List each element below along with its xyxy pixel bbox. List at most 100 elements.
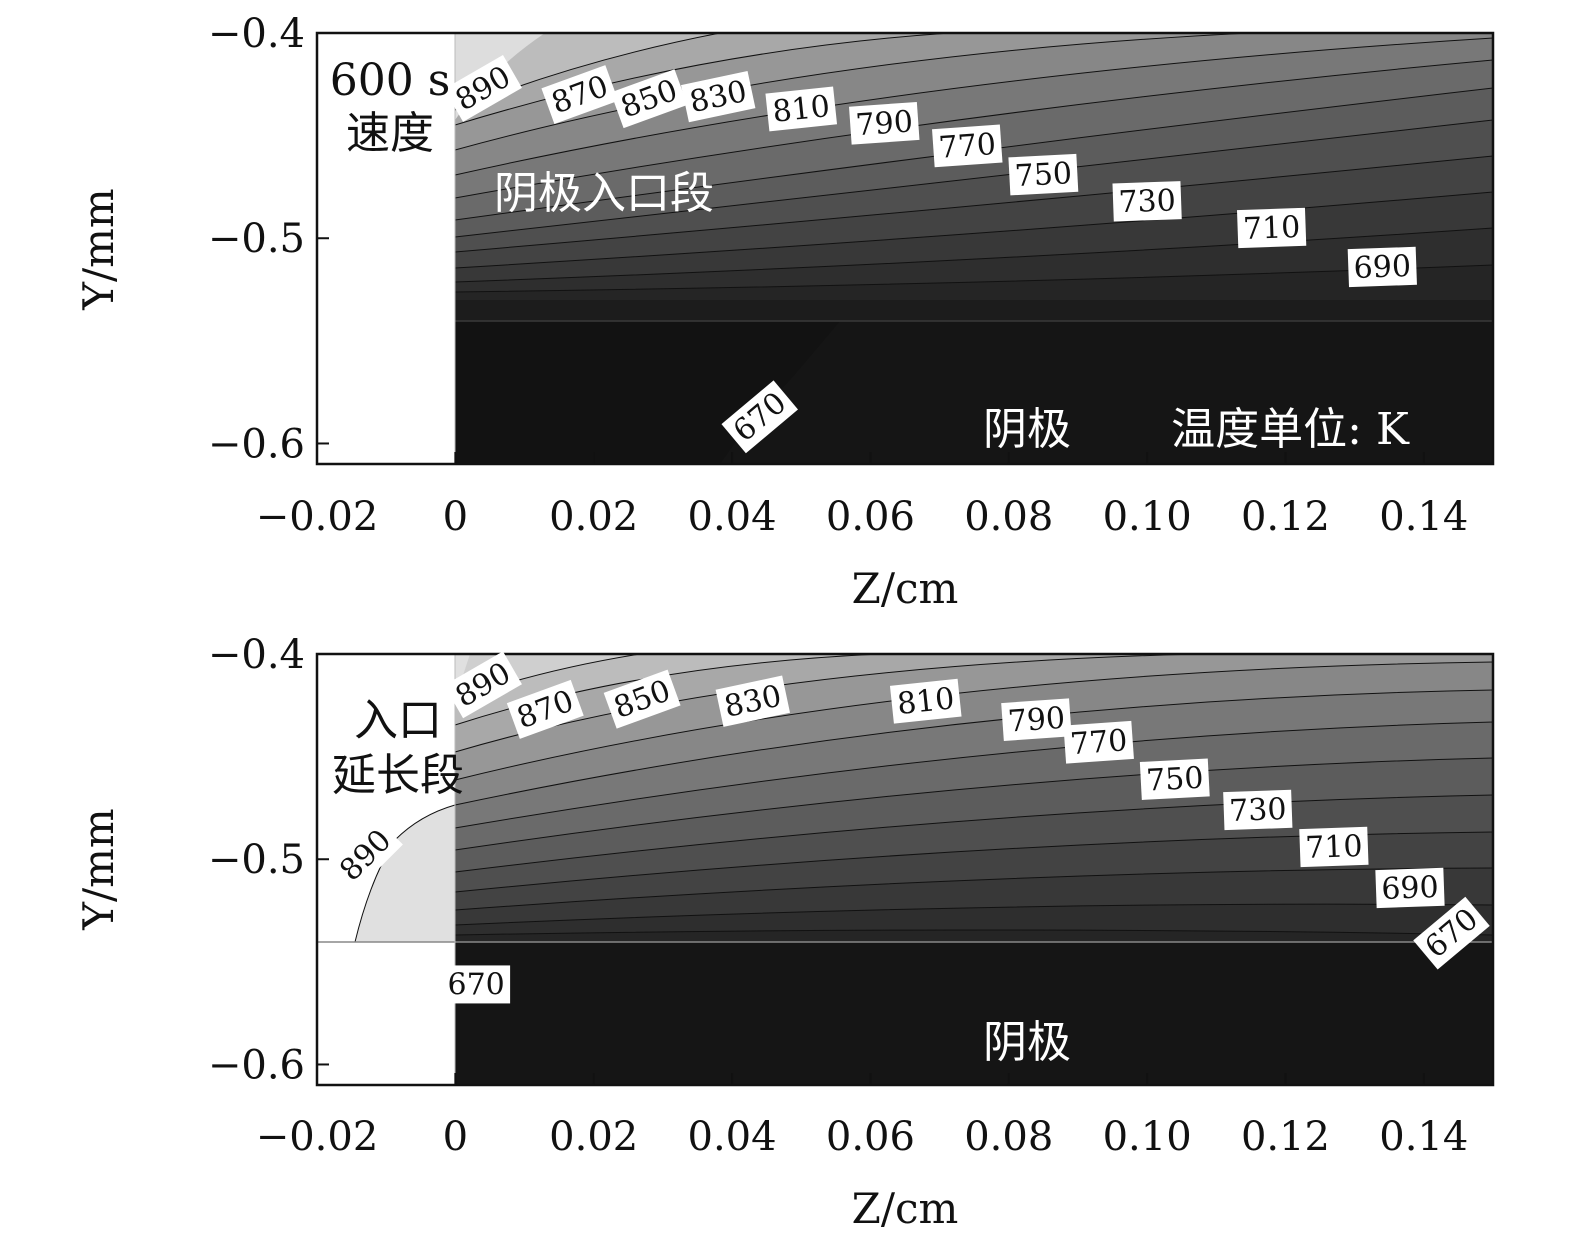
x-tick-label: 0.04 [688, 1114, 777, 1160]
contour-label-text: 710 [1305, 829, 1363, 866]
contour-label-text: 730 [1229, 792, 1287, 829]
contour-label-text: 690 [1353, 249, 1411, 286]
bottom-contour-fill [317, 654, 1493, 1085]
x-tick-label: 0.14 [1379, 1114, 1468, 1160]
contour-label-text: 770 [938, 127, 998, 166]
contour-label: 830 [715, 675, 791, 727]
x-tick-label: 0 [443, 494, 468, 540]
x-tick-label: 0.10 [1103, 1114, 1192, 1160]
x-tick-label: 0.02 [549, 1114, 638, 1160]
bottom-inlet-ext2-annotation: 延长段 [332, 750, 464, 801]
bottom-cathode-annotation: 阴极 [983, 1017, 1071, 1068]
contour-label-background [1236, 207, 1307, 249]
bottom-inlet-ext-annotation: 入口 [354, 695, 442, 746]
contour-label-text: 750 [1014, 156, 1073, 194]
y-tick-label: −0.5 [208, 837, 305, 883]
contour-label-background [1001, 698, 1072, 742]
contour-label-text: 810 [896, 681, 957, 722]
contour-label-background [1112, 181, 1182, 222]
y-tick-label: −0.5 [208, 216, 305, 262]
x-tick-label: 0.02 [549, 494, 638, 540]
contour-label-background [932, 124, 1003, 168]
contour-label-background [610, 69, 688, 129]
contour-label-text: 790 [854, 104, 914, 143]
bottom-y-ticks: −0.4 −0.5 −0.6 [208, 632, 329, 1088]
contour-label: 710 [1236, 207, 1307, 249]
x-tick-label: 0.06 [826, 1114, 915, 1160]
contour-label-text: 710 [1242, 210, 1300, 247]
contour-label: 710 [1299, 826, 1369, 868]
contour-label-background [1008, 153, 1079, 196]
y-tick-label: −0.4 [208, 632, 305, 678]
x-tick-label: 0 [443, 1114, 468, 1160]
contour-label-text: 670 [447, 967, 504, 1002]
bottom-y-axis-label: Y/mm [74, 808, 123, 931]
x-tick-label: 0.14 [1379, 494, 1468, 540]
x-tick-label: 0.10 [1103, 494, 1192, 540]
y-tick-label: −0.6 [208, 421, 305, 467]
x-tick-label: 0.06 [826, 494, 915, 540]
contour-label-background [1063, 720, 1134, 764]
contour-label: 690 [1347, 246, 1417, 288]
contour-label-background [889, 678, 962, 724]
x-tick-label: 0.08 [964, 494, 1053, 540]
contour-label: 770 [932, 124, 1003, 168]
contour-label-background [442, 965, 511, 1004]
x-tick-label: 0.08 [964, 1114, 1053, 1160]
x-tick-label: −0.02 [256, 494, 379, 540]
contour-label: 730 [1112, 181, 1182, 222]
contour-label-background [1413, 896, 1490, 970]
top-mode-annotation: 速度 [346, 108, 434, 159]
y-tick-label: −0.4 [208, 11, 305, 57]
contour-label: 670 [442, 965, 511, 1004]
contour-label: 790 [1001, 698, 1072, 742]
contour-label-background [506, 679, 584, 739]
top-plot-frame [315, 31, 1495, 466]
contour-label: 770 [1063, 720, 1134, 764]
bottom-x-ticks: −0.02 0 0.02 0.04 0.06 0.08 0.10 0.12 0.14 [256, 1073, 1468, 1160]
contour-label: 750 [1139, 758, 1210, 800]
contour-label-text: 810 [771, 89, 832, 130]
contour-label-background [1347, 246, 1417, 288]
x-tick-label: 0.04 [688, 494, 777, 540]
contour-label-background [1223, 789, 1293, 831]
contour-label-background [444, 54, 522, 122]
contour-label: 730 [1223, 789, 1293, 831]
contour-label-background [1375, 867, 1445, 909]
y-tick-label: −0.6 [208, 1042, 305, 1088]
contour-label: 810 [765, 86, 838, 132]
contour-label-background [715, 675, 791, 727]
top-unit-annotation: 温度单位: K [1171, 404, 1410, 455]
top-x-axis-label: Z/cm [852, 564, 959, 613]
contour-label-background [1299, 826, 1369, 868]
contour-label: 750 [1008, 153, 1079, 196]
contour-label: 810 [889, 678, 962, 724]
contour-label: 690 [1375, 867, 1445, 909]
top-x-ticks: −0.02 0 0.02 0.04 0.06 0.08 0.10 0.12 0.14 [256, 452, 1468, 540]
bottom-x-axis-label: Z/cm [852, 1184, 959, 1233]
top-time-annotation: 600 s [330, 55, 451, 106]
contour-label-background [721, 380, 798, 454]
contour-label-background [765, 86, 838, 132]
contour-label-text: 730 [1118, 183, 1176, 220]
bottom-contour-panel: −0.02 0 0.02 0.04 0.06 0.08 0.10 0.12 0.14 −0.4−… [74, 632, 1495, 1233]
contour-label-background [1139, 758, 1210, 800]
contour-label-text: 690 [1381, 870, 1439, 907]
top-inlet-annotation: 阴极入口段 [494, 168, 714, 219]
contour-label-text: 750 [1145, 761, 1204, 799]
contour-label-text: 770 [1069, 723, 1129, 762]
contour-label-background [603, 669, 681, 729]
top-contour-panel: −0.02 0 0.02 0.04 0.06 0.08 0.10 0.12 0.14 −0.4 −… [74, 11, 1495, 613]
contour-label-background [681, 70, 756, 123]
contour-label-text: 790 [1007, 701, 1067, 740]
bottom-plot-frame [315, 652, 1495, 1087]
x-tick-label: −0.02 [256, 1114, 379, 1160]
top-cathode-annotation: 阴极 [983, 404, 1071, 455]
contour-label: 790 [849, 101, 920, 145]
contour-label-background [849, 101, 920, 145]
x-tick-label: 0.12 [1241, 1114, 1330, 1160]
x-tick-label: 0.12 [1241, 494, 1330, 540]
contour-label-background [541, 65, 619, 125]
